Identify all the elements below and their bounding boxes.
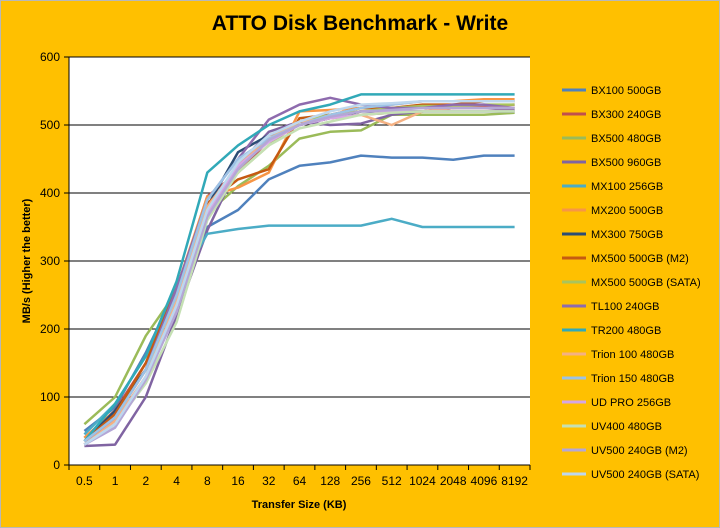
legend-entry: Trion 150 480GB (591, 373, 674, 385)
series-line-10 (83, 93, 515, 442)
legend-entry: UV500 240GB (SATA) (591, 469, 699, 481)
legend-entry: MX500 500GB (M2) (591, 253, 689, 265)
legend-entry: BX500 480GB (591, 133, 661, 145)
x-tick-label: 32 (262, 474, 276, 488)
y-tick-label: 0 (53, 458, 60, 472)
x-tick-label: 4 (173, 474, 180, 488)
y-tick-label: 100 (40, 390, 60, 404)
legend-entry: TR200 480GB (591, 325, 661, 337)
x-tick-label: 8192 (501, 474, 528, 488)
legend-entry: UD PRO 256GB (591, 397, 671, 409)
x-tick-label: 1024 (409, 474, 436, 488)
series-line-16 (83, 99, 515, 446)
y-tick-label: 400 (40, 186, 60, 200)
legend-entry: MX500 500GB (SATA) (591, 277, 701, 289)
x-tick-label: 16 (231, 474, 245, 488)
legend-entry: UV400 480GB (591, 421, 662, 433)
legend-entry: BX300 240GB (591, 109, 661, 121)
y-tick-label: 600 (40, 50, 60, 64)
x-tick-label: 512 (382, 474, 402, 488)
x-tick-label: 0.5 (76, 474, 93, 488)
x-tick-labels: 0.5 1 2 4 8 16 32 64 128 256 512 1024 2048 4096 8192 (76, 474, 528, 488)
series-line-14 (83, 110, 515, 446)
x-tick-label: 2 (142, 474, 149, 488)
x-tick-label: 64 (293, 474, 307, 488)
legend-entry: BX100 500GB (591, 85, 661, 97)
legend-entry: MX200 500GB (591, 205, 663, 217)
legend: BX100 500GB BX300 240GB BX500 480GB BX500 9… (562, 85, 701, 481)
x-tick-label: 2048 (440, 474, 467, 488)
legend-entry: TL100 240GB (591, 301, 660, 313)
series-line-15 (83, 106, 515, 446)
legend-entry: Trion 100 480GB (591, 349, 674, 361)
y-tick-labels: 0 100 200 300 400 500 600 (40, 50, 60, 472)
legend-entry: UV500 240GB (M2) (591, 445, 688, 457)
x-tick-label: 8 (204, 474, 211, 488)
series-lines (83, 93, 515, 448)
legend-entry: BX500 960GB (591, 157, 661, 169)
x-tick-label: 1 (112, 474, 119, 488)
x-tick-label: 256 (351, 474, 371, 488)
series-line-2 (83, 111, 515, 426)
y-tick-label: 200 (40, 322, 60, 336)
legend-entry: MX300 750GB (591, 229, 663, 241)
x-tick-label: 4096 (471, 474, 498, 488)
legend-box (560, 78, 706, 492)
chart-title: ATTO Disk Benchmark - Write (211, 12, 509, 35)
legend-entry: MX100 256GB (591, 181, 663, 193)
y-tick-label: 300 (40, 254, 60, 268)
y-tick-label: 500 (40, 118, 60, 132)
y-axis-label: MB/s (Higher the better) (21, 198, 33, 323)
x-axis-label: Transfer Size (KB) (252, 499, 347, 511)
x-tick-label: 128 (320, 474, 340, 488)
